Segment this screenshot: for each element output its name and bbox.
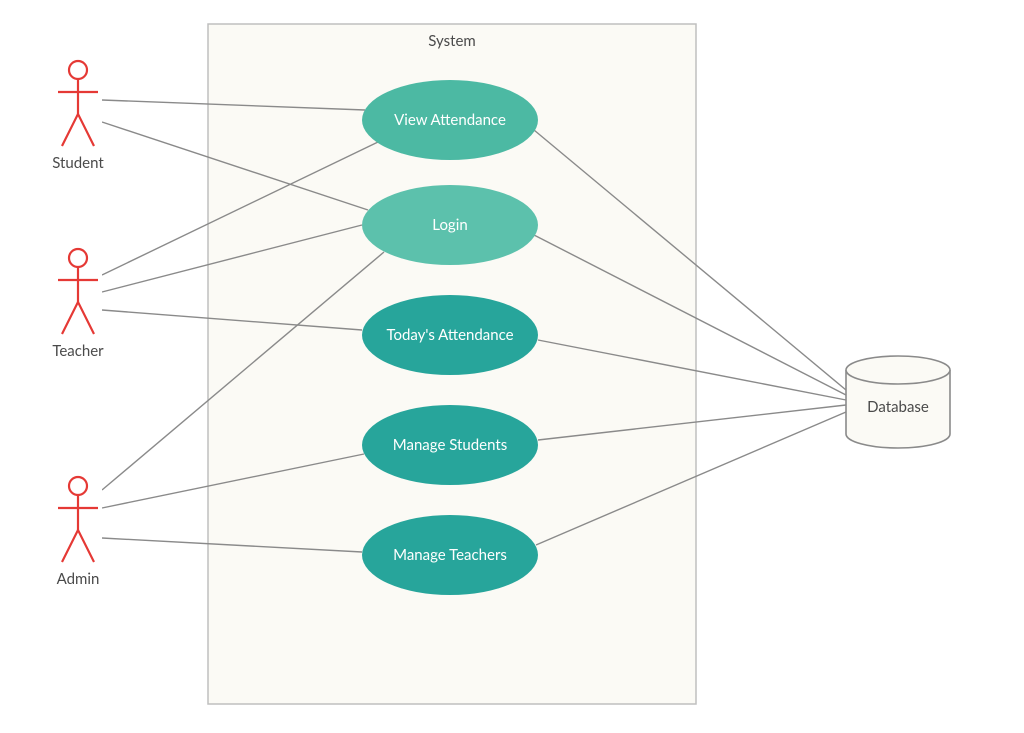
usecase-label-login: Login (432, 216, 467, 234)
system-label: System (428, 32, 475, 50)
actor-label-admin: Admin (57, 570, 100, 588)
use-case-diagram: System Student Teacher Admin View Attendance… (0, 0, 1024, 733)
usecase-label-todays_attendance: Today's Attendance (386, 326, 513, 344)
usecase-login: Login (362, 185, 538, 265)
usecase-manage_students: Manage Students (362, 405, 538, 485)
usecase-label-view_attendance: View Attendance (394, 111, 506, 129)
usecase-label-manage_teachers: Manage Teachers (393, 546, 507, 564)
actor-admin: Admin (54, 474, 102, 588)
usecase-view_attendance: View Attendance (362, 80, 538, 160)
usecase-todays_attendance: Today's Attendance (362, 295, 538, 375)
usecase-label-manage_students: Manage Students (393, 436, 507, 454)
actor-teacher: Teacher (52, 246, 104, 360)
actor-label-teacher: Teacher (52, 342, 104, 360)
actor-label-student: Student (52, 154, 104, 172)
actor-student: Student (52, 58, 104, 172)
database-label: Database (867, 398, 929, 416)
database-node: Database (846, 356, 950, 448)
usecase-manage_teachers: Manage Teachers (362, 515, 538, 595)
